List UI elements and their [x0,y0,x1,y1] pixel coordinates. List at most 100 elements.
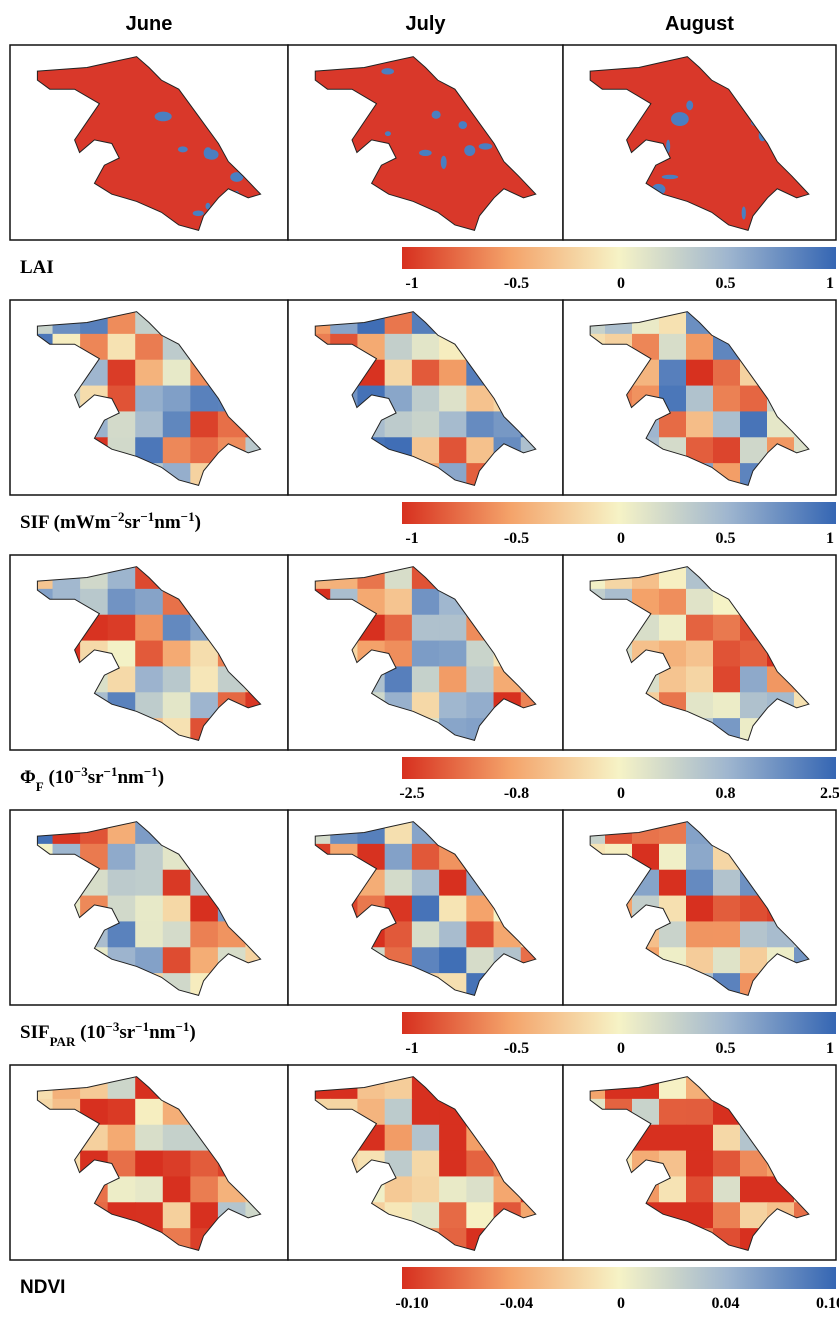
colorbar-tick-label: 1 [826,275,834,292]
label-part: sr [88,767,104,788]
grid-cell [385,360,413,386]
water-body [385,131,391,136]
grid-cell [135,921,163,947]
grid-cell [439,947,467,973]
grid-cell [385,1099,413,1125]
row-label: SIFPAR (10−3sr−1nm−1) [20,1019,196,1049]
grid-cell [135,334,163,360]
grid-cell [135,844,163,870]
grid-cell [466,1176,494,1202]
grid-cell [686,334,714,360]
figure: JuneJulyAugustLAI-1-0.500.51SIF (mWm−2sr… [0,0,839,1319]
grid-cell [713,692,741,718]
grid-cell [659,615,687,641]
grid-cell [439,1176,467,1202]
label-part: SIF [20,1022,50,1043]
grid-cell [439,411,467,437]
grid-cell [163,615,191,641]
row-label: NDVI [20,1277,65,1298]
grid-cell [713,411,741,437]
grid-cell [412,1176,440,1202]
colorbar-tick-label: 0.5 [716,275,736,292]
grid-cell [135,1176,163,1202]
grid-cell [686,411,714,437]
grid-cell [740,666,768,692]
water-body [432,111,441,119]
grid-cell [163,921,191,947]
grid-cell [412,1151,440,1177]
colorbar-tick-label: 0 [617,530,625,547]
column-header: June [126,13,173,35]
water-body [155,112,172,122]
grid-cell [686,666,714,692]
water-body [178,146,188,152]
grid-cell [686,360,714,386]
label-part: LAI [20,257,54,278]
label-part: sr [125,512,141,533]
grid-cell [686,589,714,615]
grid-cell [385,870,413,896]
grid-cell [740,411,768,437]
label-part: Φ [20,767,36,788]
grid-cell [466,666,494,692]
column-header: July [405,13,446,35]
colorbar-tick-label: -1 [405,1040,418,1057]
grid-cell [163,386,191,412]
label-part: −2 [111,509,125,524]
colorbar-tick-label: -0.04 [500,1295,533,1312]
grid-cell [713,870,741,896]
water-body [742,206,746,219]
grid-cell [163,870,191,896]
grid-cell [135,411,163,437]
grid-cell [163,1176,191,1202]
grid-cell [740,921,768,947]
grid-cell [659,870,687,896]
water-body [686,101,693,111]
water-body [205,149,219,159]
grid-cell [163,411,191,437]
grid-cell [163,1151,191,1177]
label-part: (10 [75,1022,105,1043]
colorbar [402,757,836,779]
grid-cell [713,921,741,947]
water-body [464,145,475,156]
colorbar-tick-label: -0.5 [504,1040,529,1057]
grid-cell [439,1151,467,1177]
grid-cell [108,615,136,641]
grid-cell [713,896,741,922]
grid-cell [190,666,218,692]
column-header: August [665,13,734,35]
colorbar-tick-label: 0 [617,785,625,802]
grid-cell [412,666,440,692]
colorbar-tick-label: 0.8 [716,785,736,802]
label-part: −1 [144,764,158,779]
colorbar [402,1267,836,1289]
grid-cell [135,641,163,667]
water-body [671,112,689,126]
grid-cell [713,666,741,692]
grid-cell [713,1125,741,1151]
label-part: −3 [105,1019,119,1034]
grid-cell [686,615,714,641]
colorbar-tick-label: -0.5 [504,530,529,547]
label-part: −3 [74,764,88,779]
grid-cell [385,615,413,641]
water-body [193,210,204,216]
colorbar-tick-label: -2.5 [399,785,424,802]
colorbar-tick-label: 0 [617,1040,625,1057]
grid-cell [108,334,136,360]
colorbar-tick-label: 0.10 [816,1295,839,1312]
colorbar-tick-label: 2.5 [820,785,839,802]
grid-cell [412,386,440,412]
colorbar-tick-label: -0.10 [395,1295,428,1312]
grid-cell [686,1099,714,1125]
grid-cell [135,666,163,692]
label-part: SIF (mWm [20,512,111,533]
row-label: LAI [20,257,54,278]
label-part: ) [195,512,201,533]
grid-cell [439,692,467,718]
grid-cell [163,641,191,667]
grid-cell [439,896,467,922]
grid-cell [713,1176,741,1202]
water-body [458,121,467,129]
